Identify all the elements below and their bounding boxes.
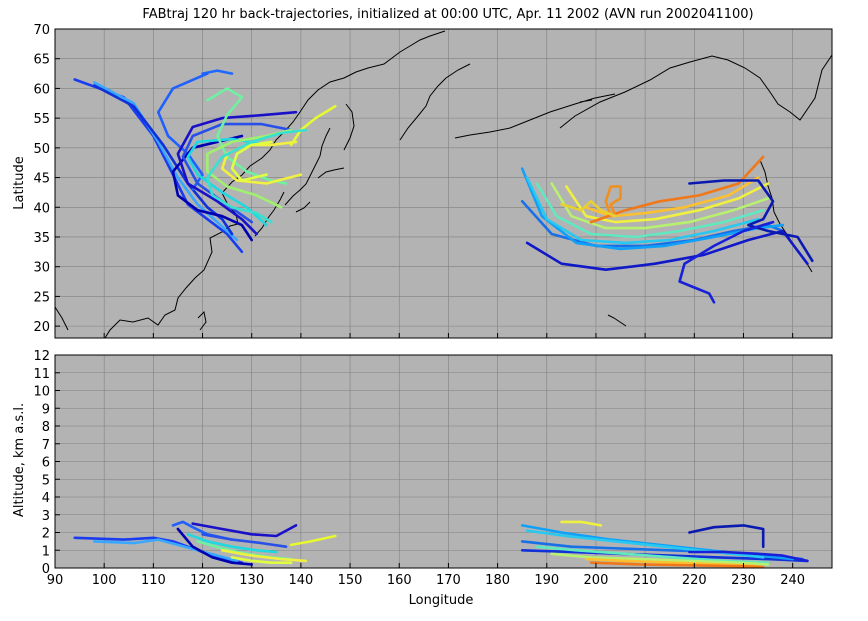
y-tick-label: 2 (42, 527, 50, 542)
trajectory-line-6 (171, 134, 253, 242)
trajectory-line-12 (520, 548, 809, 563)
map-plot-area (55, 29, 832, 338)
trajectory-line-18 (560, 520, 603, 527)
trajectory-line-6 (186, 532, 278, 554)
trajectory-line-4 (191, 522, 298, 538)
coastline-outline (54, 30, 833, 339)
y-tick-label: 11 (33, 367, 50, 382)
japan-coastline (284, 127, 345, 213)
map-y-ticks: 20 25 30 35 40 45 50 55 60 65 70 (33, 23, 60, 335)
trajectory-line-26 (688, 179, 814, 263)
aleutian-coastline (454, 93, 616, 139)
x-tick-label: 90 (47, 573, 64, 588)
y-tick-label: 60 (33, 82, 50, 97)
y-tick-label: 65 (33, 53, 50, 68)
altitude-x-ticks: 90 100 110 120 130 140 150 160 170 180 190 200 210 22… (47, 563, 805, 588)
y-tick-label: 4 (42, 491, 50, 506)
map-x-ticks (54, 333, 794, 338)
x-tick-label: 240 (780, 573, 805, 588)
y-tick-label: 3 (42, 509, 50, 524)
trajectory-line-5 (176, 527, 253, 566)
trajectory-line-12 (220, 140, 303, 185)
x-tick-label: 130 (239, 573, 264, 588)
trajectory-line-8 (220, 548, 308, 563)
x-tick-label: 110 (141, 573, 166, 588)
trajectory-line-13 (289, 105, 337, 147)
y-tick-label: 10 (33, 385, 50, 400)
x-tick-label: 120 (190, 573, 215, 588)
y-tick-label: 55 (33, 112, 50, 127)
x-tick-label: 160 (387, 573, 412, 588)
trajectory-line-19 (525, 176, 760, 245)
y-tick-label: 0 (42, 562, 50, 577)
trajectory-line-10 (206, 87, 288, 185)
y-tick-label: 7 (42, 438, 50, 453)
korea-coastline (254, 191, 285, 237)
trajectory-line-10 (230, 556, 293, 565)
x-tick-label: 140 (288, 573, 313, 588)
trajectory-line-21 (550, 182, 770, 230)
x-tick-label: 190 (534, 573, 559, 588)
trajectory-line-5 (157, 72, 209, 191)
y-tick-label: 35 (33, 231, 50, 246)
y-tick-label: 6 (42, 456, 50, 471)
y-tick-label: 1 (42, 544, 50, 559)
x-tick-label: 200 (584, 573, 609, 588)
trajectory-line-21 (688, 524, 765, 549)
y-tick-label: 12 (33, 349, 50, 364)
y-tick-label: 8 (42, 420, 50, 435)
altitude-y-axis-label: Altitude, km a.s.l. (12, 403, 27, 517)
trajectory-line-9 (289, 534, 337, 547)
map-y-axis-label: Latitude (12, 156, 27, 210)
y-tick-label: 45 (33, 172, 50, 187)
trajectory-line-11 (206, 128, 293, 209)
trajectory-line-2 (93, 81, 239, 242)
hawaii-coastline (607, 314, 627, 327)
trajectory-line-14 (230, 140, 273, 182)
y-tick-label: 5 (42, 473, 50, 488)
taiwan-coastline (197, 310, 207, 331)
kamchatka-coastline (399, 63, 471, 141)
x-tick-label: 100 (92, 573, 117, 588)
trajectory-line-2 (93, 538, 239, 563)
y-tick-label: 30 (33, 261, 50, 276)
y-tick-label: 25 (33, 290, 50, 305)
chart-title: FABtraj 120 hr back-trajectories, initia… (142, 7, 753, 22)
trajectory-line-20 (589, 561, 765, 569)
trajectory-line-22 (565, 182, 770, 224)
x-tick-label: 210 (633, 573, 658, 588)
trajectory-line-20 (535, 182, 765, 239)
asia-coastline (54, 30, 446, 339)
sakhalin-coastline (343, 103, 355, 151)
trajectory-line-22 (688, 550, 809, 563)
altitude-trajectories (73, 520, 809, 569)
trajectory-line-23 (584, 176, 760, 218)
trajectory-line-7 (176, 110, 298, 236)
x-tick-label: 230 (731, 573, 756, 588)
trajectory-line-11 (201, 532, 288, 549)
map-panel: 20 25 30 35 40 45 50 55 60 65 70 Latitude (12, 23, 833, 339)
x-tick-label: 180 (485, 573, 510, 588)
map-frame (54, 28, 833, 339)
x-axis-label: Longitude (409, 593, 474, 608)
y-tick-label: 40 (33, 201, 50, 216)
alaska-coastline (559, 54, 833, 129)
x-tick-label: 170 (436, 573, 461, 588)
x-tick-label: 220 (682, 573, 707, 588)
trajectory-line-28 (560, 200, 617, 218)
x-tick-label: 150 (338, 573, 363, 588)
map-trajectories (73, 69, 814, 304)
trajectory-line-25 (604, 185, 622, 218)
trajectory-line-15 (206, 128, 308, 224)
trajectory-line-27 (678, 220, 775, 304)
y-tick-label: 50 (33, 142, 50, 157)
trajectory-line-9 (186, 137, 268, 227)
y-tick-label: 20 (33, 320, 50, 335)
y-tick-label: 70 (33, 23, 50, 38)
y-tick-label: 9 (42, 402, 50, 417)
trajectory-line-24 (589, 155, 765, 224)
